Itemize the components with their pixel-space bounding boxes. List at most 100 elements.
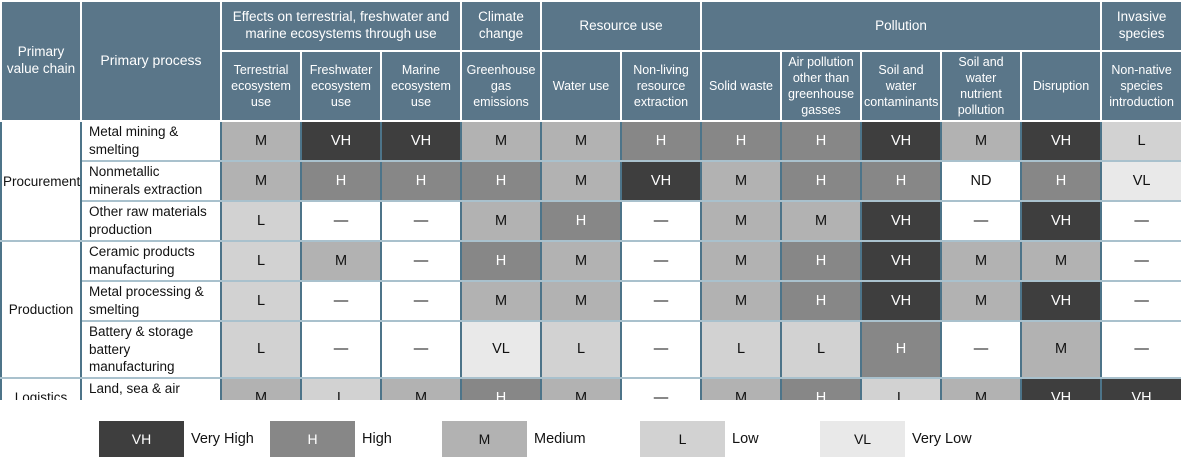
impact-cell: L bbox=[540, 320, 622, 379]
impact-cell: H bbox=[780, 240, 863, 282]
impact-cell: H bbox=[300, 160, 382, 202]
impact-cell: H bbox=[700, 120, 783, 162]
impact-cell: — bbox=[619, 200, 703, 242]
impact-cell: VH bbox=[1020, 200, 1103, 242]
impact-cell: VL bbox=[1100, 160, 1181, 202]
impact-cell: M bbox=[540, 160, 622, 202]
impact-cell: ND bbox=[940, 160, 1023, 202]
impact-cell: M bbox=[540, 120, 622, 162]
impact-cell: — bbox=[380, 320, 462, 379]
impact-cell: — bbox=[300, 200, 382, 242]
impact-cell: H bbox=[540, 200, 622, 242]
process-cell: Ceramic products manufacturing bbox=[80, 240, 222, 282]
impact-cell: VH bbox=[860, 120, 943, 162]
impact-cell: H bbox=[1020, 160, 1103, 202]
column-header-nutrient-pollution: Soil and water nutrient pollution bbox=[940, 50, 1023, 122]
process-cell: Battery & storage battery manufacturing bbox=[80, 320, 222, 379]
process-cell: Metal processing & smelting bbox=[80, 280, 222, 322]
impact-cell: M bbox=[780, 200, 863, 242]
table-row: Production Ceramic products manufacturin… bbox=[0, 240, 1181, 379]
legend: VH Very High H High M Medium L Low VL Ve… bbox=[0, 400, 1181, 461]
impact-cell: M bbox=[940, 120, 1023, 162]
legend-item-low: L Low bbox=[640, 421, 759, 457]
impact-cell: — bbox=[1100, 280, 1181, 322]
table-row: Procurement Metal mining & smelting M VH… bbox=[0, 120, 1181, 242]
impact-cell: H bbox=[780, 120, 863, 162]
legend-swatch-vl: VL bbox=[820, 421, 905, 457]
column-header-freshwater: Freshwater ecosystem use bbox=[300, 50, 382, 122]
impact-cell: M bbox=[940, 240, 1023, 282]
impact-cell: M bbox=[1020, 240, 1103, 282]
impact-cell: M bbox=[460, 120, 542, 162]
impact-cell: L bbox=[780, 320, 863, 379]
impact-cell: H bbox=[460, 160, 542, 202]
impact-cell: M bbox=[700, 280, 783, 322]
impact-cell: — bbox=[380, 280, 462, 322]
impact-cell: VH bbox=[860, 280, 943, 322]
corner-header-value-chain: Primary value chain bbox=[0, 0, 82, 122]
impact-cell: H bbox=[619, 120, 703, 162]
table-row: Other raw materials production L — — M H… bbox=[1, 200, 1181, 242]
column-header-nonliving: Non-living resource extraction bbox=[619, 50, 703, 122]
impact-cell: — bbox=[619, 280, 703, 322]
legend-label: Very Low bbox=[912, 431, 972, 447]
impact-cell: M bbox=[460, 280, 542, 322]
process-cell: Metal mining & smelting bbox=[80, 120, 222, 162]
legend-swatch-l: L bbox=[640, 421, 725, 457]
column-header-soil-contaminants: Soil and water contaminants bbox=[860, 50, 943, 122]
impact-matrix-table: Primary value chain Primary process Effe… bbox=[0, 0, 1181, 419]
impact-cell: H bbox=[780, 280, 863, 322]
legend-label: Very High bbox=[191, 431, 254, 447]
impact-cell: VH bbox=[300, 120, 382, 162]
impact-cell: VH bbox=[619, 160, 703, 202]
impact-cell: M bbox=[940, 280, 1023, 322]
impact-cell: — bbox=[1100, 320, 1181, 379]
impact-cell: H bbox=[780, 160, 863, 202]
legend-swatch-vh: VH bbox=[99, 421, 184, 457]
table-row: Metal processing & smelting L — — M M — … bbox=[1, 280, 1181, 322]
impact-cell: H bbox=[860, 160, 943, 202]
legend-item-medium: M Medium bbox=[442, 421, 586, 457]
impact-cell: — bbox=[619, 320, 703, 379]
legend-label: Medium bbox=[534, 431, 586, 447]
legend-item-very-low: VL Very Low bbox=[820, 421, 972, 457]
column-header-marine: Marine ecosystem use bbox=[380, 50, 462, 122]
impact-cell: VH bbox=[860, 200, 943, 242]
impact-cell: L bbox=[220, 200, 302, 242]
column-header-ghg: Greenhouse gas emissions bbox=[460, 50, 542, 122]
legend-swatch-h: H bbox=[270, 421, 355, 457]
impact-cell: — bbox=[1100, 200, 1181, 242]
impact-cell: M bbox=[220, 120, 302, 162]
legend-label: High bbox=[362, 431, 392, 447]
impact-cell: L bbox=[220, 240, 302, 282]
impact-cell: VL bbox=[460, 320, 542, 379]
group-header-pollution: Pollution bbox=[700, 0, 1103, 52]
column-header-solid-waste: Solid waste bbox=[700, 50, 783, 122]
column-header-disruption: Disruption bbox=[1020, 50, 1103, 122]
legend-item-very-high: VH Very High bbox=[99, 421, 254, 457]
column-header-nonnative: Non-native species introduction bbox=[1100, 50, 1181, 122]
impact-cell: M bbox=[460, 200, 542, 242]
legend-swatch-m: M bbox=[442, 421, 527, 457]
impact-cell: M bbox=[700, 160, 783, 202]
impact-cell: — bbox=[300, 320, 382, 379]
value-chain-cell-production: Production bbox=[0, 240, 82, 379]
impact-cell: — bbox=[940, 320, 1023, 379]
column-header-air-pollution: Air pollution other than greenhouse gass… bbox=[780, 50, 863, 122]
impact-cell: M bbox=[540, 280, 622, 322]
impact-cell: — bbox=[1100, 240, 1181, 282]
group-header-invasive-species: Invasive species bbox=[1100, 0, 1181, 52]
group-header-resource-use: Resource use bbox=[539, 0, 703, 52]
impact-cell: L bbox=[700, 320, 783, 379]
impact-cell: — bbox=[300, 280, 382, 322]
impact-cell: M bbox=[1020, 320, 1103, 379]
corner-header-process: Primary process bbox=[80, 0, 222, 122]
impact-cell: — bbox=[380, 240, 462, 282]
impact-cell: H bbox=[460, 240, 542, 282]
impact-cell: — bbox=[940, 200, 1023, 242]
impact-cell: VH bbox=[1020, 120, 1103, 162]
impact-cell: L bbox=[1100, 120, 1181, 162]
impact-cell: M bbox=[300, 240, 382, 282]
impact-cell: VH bbox=[860, 240, 943, 282]
impact-cell: VH bbox=[380, 120, 462, 162]
